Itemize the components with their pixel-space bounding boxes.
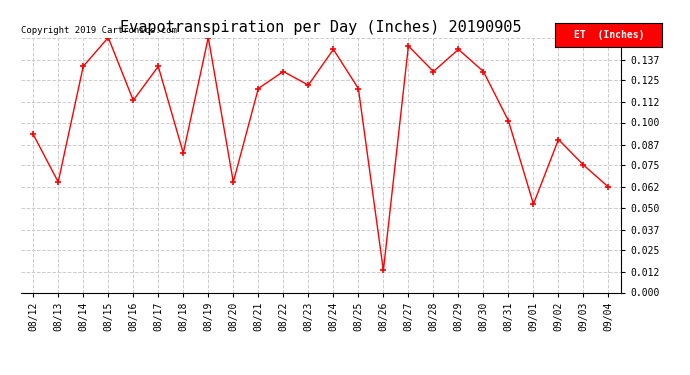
Text: Copyright 2019 Cartronics.com: Copyright 2019 Cartronics.com xyxy=(21,26,177,35)
Title: Evapotranspiration per Day (Inches) 20190905: Evapotranspiration per Day (Inches) 2019… xyxy=(120,20,522,35)
Text: ET  (Inches): ET (Inches) xyxy=(573,30,644,40)
